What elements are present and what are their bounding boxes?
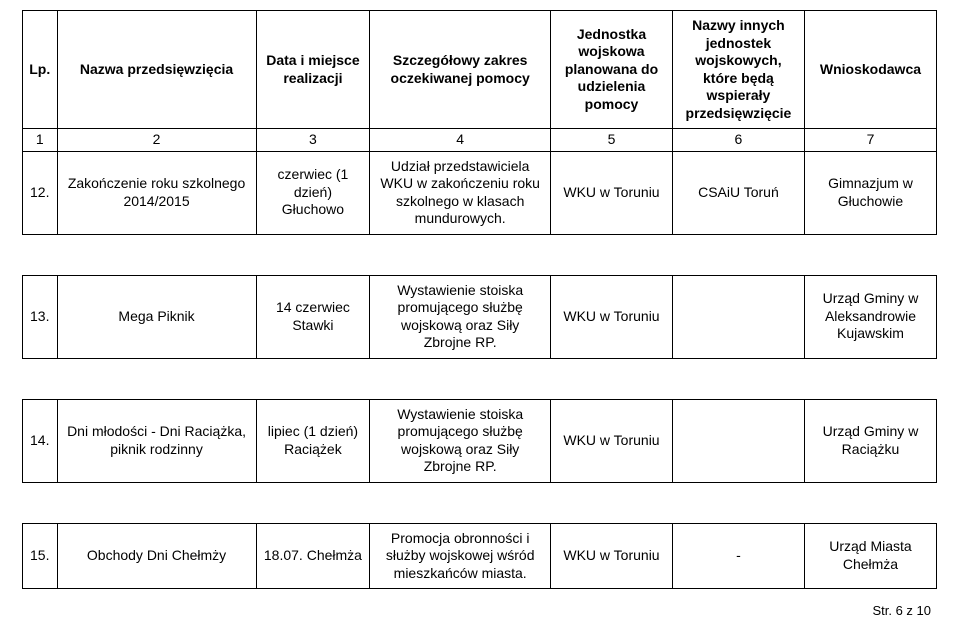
cell-jednostka: WKU w Toruniu: [551, 275, 673, 358]
col-nazwa: Nazwa przedsięwzięcia: [57, 11, 256, 129]
col-lp: Lp.: [23, 11, 58, 129]
cell-jednostka: WKU w Toruniu: [551, 399, 673, 482]
cell-zakres: Udział przedstawiciela WKU w zakończeniu…: [370, 151, 551, 234]
cell-nazwa: Zakończenie roku szkolnego 2014/2015: [57, 151, 256, 234]
cell-data: czerwiec (1 dzień) Głuchowo: [256, 151, 370, 234]
table-row: 15. Obchody Dni Chełmży 18.07. Chełmża P…: [23, 523, 937, 589]
cell-inne: [672, 399, 804, 482]
cell-zakres: Wystawienie stoiska promującego służbę w…: [370, 399, 551, 482]
header-row: Lp. Nazwa przedsięwzięcia Data i miejsce…: [23, 11, 937, 129]
cell-data: lipiec (1 dzień) Raciążek: [256, 399, 370, 482]
cell-inne: [672, 275, 804, 358]
col-inne: Nazwy innych jednostek wojskowych, które…: [672, 11, 804, 129]
cell-lp: 13.: [23, 275, 58, 358]
spacer-row: [23, 234, 937, 275]
cell-inne: -: [672, 523, 804, 589]
table-row: 13. Mega Piknik 14 czerwiec Stawki Wysta…: [23, 275, 937, 358]
table-row: 14. Dni młodości - Dni Raciążka, piknik …: [23, 399, 937, 482]
colnum-2: 2: [57, 129, 256, 152]
colnum-6: 6: [672, 129, 804, 152]
table-row: 12. Zakończenie roku szkolnego 2014/2015…: [23, 151, 937, 234]
spacer-row: [23, 358, 937, 399]
cell-wnioskodawca: Urząd Gminy w Aleksandrowie Kujawskim: [804, 275, 936, 358]
plan-table: Lp. Nazwa przedsięwzięcia Data i miejsce…: [22, 10, 937, 589]
spacer-row: [23, 482, 937, 523]
cell-data: 18.07. Chełmża: [256, 523, 370, 589]
cell-wnioskodawca: Urząd Miasta Chełmża: [804, 523, 936, 589]
cell-lp: 14.: [23, 399, 58, 482]
colnum-5: 5: [551, 129, 673, 152]
cell-nazwa: Mega Piknik: [57, 275, 256, 358]
cell-zakres: Wystawienie stoiska promującego służbę w…: [370, 275, 551, 358]
cell-jednostka: WKU w Toruniu: [551, 151, 673, 234]
col-jednostka: Jednostka wojskowa planowana do udzielen…: [551, 11, 673, 129]
col-data: Data i miejsce realizacji: [256, 11, 370, 129]
column-number-row: 1 2 3 4 5 6 7: [23, 129, 937, 152]
cell-nazwa: Obchody Dni Chełmży: [57, 523, 256, 589]
colnum-1: 1: [23, 129, 58, 152]
page: Lp. Nazwa przedsięwzięcia Data i miejsce…: [0, 0, 959, 618]
cell-lp: 12.: [23, 151, 58, 234]
colnum-3: 3: [256, 129, 370, 152]
cell-inne: CSAiU Toruń: [672, 151, 804, 234]
cell-wnioskodawca: Gimnazjum w Głuchowie: [804, 151, 936, 234]
cell-jednostka: WKU w Toruniu: [551, 523, 673, 589]
page-footer: Str. 6 z 10: [22, 589, 937, 618]
cell-zakres: Promocja obronności i służby wojskowej w…: [370, 523, 551, 589]
col-wnioskodawca: Wnioskodawca: [804, 11, 936, 129]
cell-nazwa: Dni młodości - Dni Raciążka, piknik rodz…: [57, 399, 256, 482]
cell-lp: 15.: [23, 523, 58, 589]
colnum-7: 7: [804, 129, 936, 152]
cell-wnioskodawca: Urząd Gminy w Raciążku: [804, 399, 936, 482]
colnum-4: 4: [370, 129, 551, 152]
col-zakres: Szczegółowy zakres oczekiwanej pomocy: [370, 11, 551, 129]
cell-data: 14 czerwiec Stawki: [256, 275, 370, 358]
